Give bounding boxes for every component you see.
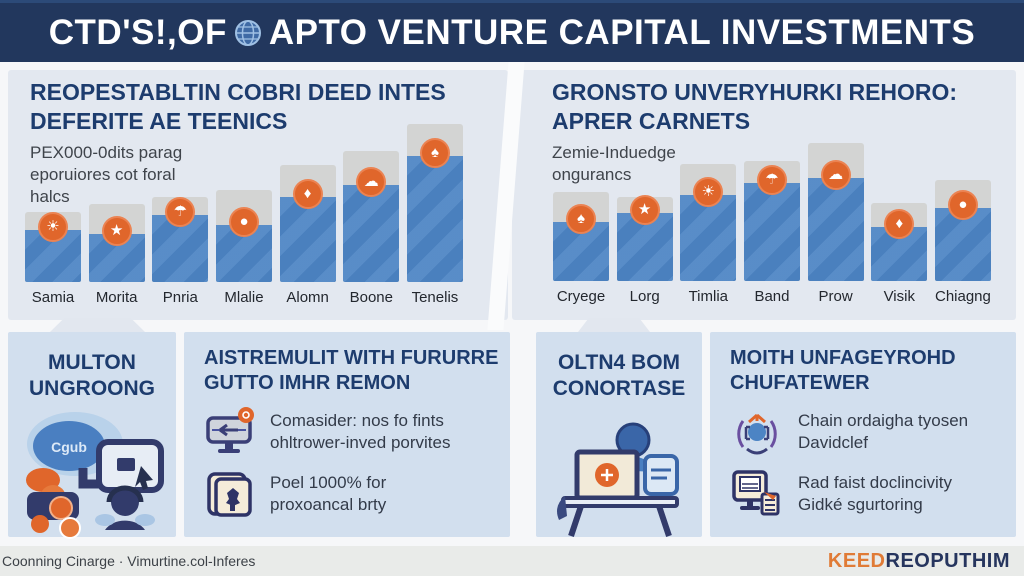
page-title-suffix: APTO VENTURE CAPITAL INVESTMENTS [268,12,976,52]
left-chart-subtext: PEX000-0dits parag eporuiores cot foral … [30,143,183,206]
bar-badge-icon: ★ [101,216,132,246]
bar-fill [680,195,737,281]
bar-label: Prow [818,288,853,305]
bar-label: Visik [883,288,915,305]
globe-icon [234,19,261,46]
bar-column: ★ Lorg [616,121,673,305]
bar-column: ☀ Samia [25,122,81,306]
header-banner: CTD'S!,OF APTO VENTURE CAPITAL INVESTMEN… [0,0,1024,62]
footer-caption: Coonning Cinarge · Vimurtine.col-Inferes [2,553,256,569]
bar-badge-icon: ☁ [820,160,851,190]
card-aistremulit: AISTREMULIT WITH FURURRE GUTTO IMHR REMO… [184,332,510,537]
card2-bullet2-text: Poel 1000% for proxoancal brty [270,473,387,514]
card2-bullet-1: Comasider: nos fo fints ohltrower-inved … [204,406,510,458]
card3-title: OLTN4 BOM CONORTASE [552,351,686,400]
bar-column: ● Chiagng [934,121,991,305]
right-chart-heading-line1: GRONSTO UNVERYHURKI REHORO: [552,79,958,105]
bar-fill [279,197,336,282]
left-chart-heading-line1: REOPESTABLTIN COBRI DEED INTES [30,79,446,105]
card4-bullet1-text: Chain ordaigha tyosen Davidclef [798,411,969,452]
bar-label: Pnria [162,289,198,306]
card4-bullet-1: Chain ordaigha tyosen Davidclef [730,406,1016,458]
bar-badge-icon: ★ [629,195,660,225]
page-title: CTD'S!,OF APTO VENTURE CAPITAL INVESTMEN… [49,13,975,53]
bar-badge-icon: ♠ [566,204,596,234]
bar-badge-icon: ♦ [884,209,915,239]
desk-monitor-person-illustration [557,422,679,537]
connector-tab [578,318,650,332]
bar-badge-icon: ♠ [419,138,450,168]
cloud-device-people-illustration: Cgub [26,412,164,539]
bar-column: ☀ Timlia [680,121,737,305]
bar-column: ☂ Band [743,121,800,305]
bar-badge-icon: ☀ [693,177,724,207]
right-bar-chart: ♠ Cryege ★ Lorg ☀ Timlia ☂ Band ☁ Prow ♦ Visik ● Chia… [553,121,991,305]
bar-column: ♠ Tenelis [406,122,463,306]
bar-column: ♦ Alomn [279,122,336,306]
card4-title: MOITH UNFAGEYROHD CHUFATEWER [730,347,956,394]
bar-column: ★ Morita [88,122,145,306]
bar-label: Lorg [629,288,660,305]
bar-label: Boone [349,289,393,306]
bar-badge-icon: ● [228,207,259,237]
right-chart-heading-line2: APRER CARNETS [552,108,751,134]
bar-badge-icon: ● [947,190,978,220]
footer-logo: KEEDREOPUTHIM [828,550,1010,573]
card2-title: AISTREMULIT WITH FURURRE GUTTO IMHR REMO… [204,347,499,394]
bar-column: ● Mlalie [215,122,272,306]
bar-label: Chiagng [934,288,991,305]
bar-column: ♠ Cryege [553,121,609,305]
bar-badge-icon: ☁ [356,167,387,197]
bar-column: ☂ Pnria [152,122,209,306]
connector-tab [50,318,145,332]
bar-fill [343,185,400,282]
bar-fill [934,208,991,281]
bar-fill [88,234,145,282]
bar-column: ☁ Prow [807,121,864,305]
bar-label: Morita [95,289,138,306]
left-chart-heading-line2: DEFERITE AE TEENICS [30,108,288,134]
bar-label: Alomn [286,289,329,306]
bar-fill [807,178,864,281]
bar-badge-icon: ☂ [756,165,787,195]
page-title-prefix: CTD'S!,OF [48,12,227,52]
right-chart-heading: GRONSTO UNVERYHURKI REHORO: APRER CARNET… [552,78,1012,136]
bar-label: Mlalie [224,289,264,306]
monitor-arrow-icon [204,406,256,458]
footer-bar: Coonning Cinarge · Vimurtine.col-Inferes… [0,546,1024,576]
left-bar-chart: ☀ Samia ★ Morita ☂ Pnria ● Mlalie ♦ Alomn ☁ Boone ♠ T… [25,122,463,306]
card-oltn4-bom: OLTN4 BOM CONORTASE [536,332,702,537]
bar-badge-icon: ☀ [38,212,68,242]
footer-logo-navy: REOPUTHIM [885,549,1010,572]
bar-label: Samia [31,289,75,306]
card2-bullet-2: Poel 1000% for proxoancal brty [204,468,510,520]
bar-label: Tenelis [411,289,459,306]
bar-label: Cryege [556,288,606,305]
bar-badge-icon: ☂ [165,197,196,227]
card-multon-ungroong: MULTON UNGROONG Cgub [8,332,176,539]
left-chart-heading: REOPESTABLTIN COBRI DEED INTES DEFERITE … [30,78,490,136]
bar-column: ☁ Boone [343,122,400,306]
right-chart-subtext: Zemie-Induedge ongurancs [552,143,676,184]
card2-bullet1-text: Comasider: nos fo fints ohltrower-inved … [270,411,451,452]
bar-badge-icon: ♦ [292,179,323,209]
card1-title: MULTON UNGROONG [29,351,155,400]
card4-bullet2-text: Rad faist doclincivity Gidké sgurtoring [798,473,953,514]
bar-column: ♦ Visik [871,121,928,305]
network-icon [730,406,784,458]
bar-fill [743,183,800,281]
card-moith-unfageyrohd: MOITH UNFAGEYROHD CHUFATEWER Chain ordai… [710,332,1016,537]
bar-label: Timlia [688,288,729,305]
bar-fill [215,225,272,282]
card4-bullet-2: Rad faist doclincivity Gidké sgurtoring [730,468,1016,520]
bar-label: Band [754,288,790,305]
certificate-icon [204,468,256,520]
bar-fill [406,156,463,282]
footer-logo-orange: KEED [827,549,886,572]
cloud-label: Cgub [51,439,87,455]
monitor-document-icon [730,468,784,520]
